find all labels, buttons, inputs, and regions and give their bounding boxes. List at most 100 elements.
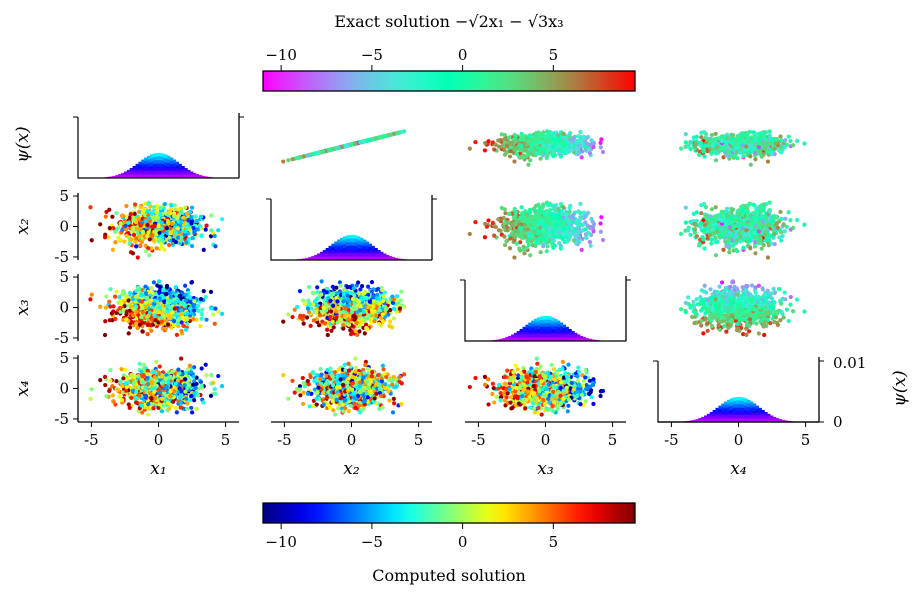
- density-bar: [377, 253, 381, 258]
- density-bar: [319, 251, 324, 255]
- exact-point: [587, 150, 593, 156]
- computed-point: [154, 246, 159, 251]
- density-bar: [365, 248, 370, 254]
- top-colorbar-tick-label: −10: [265, 46, 297, 64]
- density-bar: [132, 174, 136, 179]
- computed-point: [164, 226, 169, 231]
- density-bar: [380, 254, 384, 258]
- density-bar: [342, 240, 347, 245]
- exact-point: [698, 140, 703, 145]
- density-bar: [363, 242, 367, 247]
- exact-point: [568, 231, 574, 237]
- exact-point: [537, 140, 542, 145]
- exact-point: [561, 131, 566, 137]
- computed-point: [162, 202, 167, 207]
- density-bar: [164, 154, 168, 159]
- density-bar: [175, 171, 180, 176]
- density-bar: [178, 167, 182, 172]
- density-bar: [124, 171, 128, 176]
- density-bar: [138, 174, 142, 179]
- density-bar: [357, 248, 361, 253]
- exact-point: [579, 155, 584, 160]
- density-bar: [331, 250, 335, 254]
- density-bar: [198, 175, 203, 179]
- density-bar: [170, 171, 174, 175]
- computed-point: [181, 215, 186, 220]
- density-bar: [164, 170, 168, 175]
- computed-point: [107, 225, 112, 231]
- exact-point: [336, 145, 341, 150]
- density-bar: [144, 171, 148, 175]
- computed-point: [110, 247, 115, 252]
- density-bar: [187, 175, 191, 179]
- exact-point: [473, 220, 478, 225]
- density-bar: [164, 174, 168, 179]
- density-bar: [190, 171, 194, 176]
- computed-point: [213, 244, 218, 249]
- exact-point: [767, 129, 772, 134]
- density-bar: [348, 234, 352, 239]
- computed-point: [130, 251, 136, 256]
- exact-point: [490, 220, 495, 225]
- exact-point: [506, 211, 512, 217]
- exact-point: [378, 135, 383, 140]
- exact-point: [567, 205, 572, 211]
- y-tick-label: 5: [59, 187, 69, 205]
- computed-point: [147, 237, 152, 242]
- computed-point: [154, 210, 159, 215]
- density-bar: [363, 246, 367, 251]
- computed-point: [152, 223, 157, 228]
- computed-point: [162, 247, 167, 252]
- density-bar: [149, 158, 154, 163]
- density-bar: [149, 162, 154, 167]
- computed-point: [146, 230, 151, 235]
- exact-point: [576, 226, 581, 231]
- computed-point: [173, 230, 178, 235]
- density-bar: [149, 174, 154, 179]
- density-bar: [172, 159, 177, 164]
- diag-axes: [77, 117, 239, 179]
- density-bar: [152, 156, 157, 161]
- exact-point: [320, 149, 326, 154]
- computed-point: [116, 235, 121, 240]
- density-bar: [161, 163, 165, 168]
- density-bar: [184, 171, 188, 176]
- exact-point: [551, 145, 556, 150]
- computed-point: [184, 240, 189, 245]
- density-bar: [138, 171, 142, 176]
- computed-point: [178, 210, 183, 215]
- density-bar: [147, 155, 151, 160]
- density-bar: [354, 238, 358, 243]
- density-bar: [126, 175, 131, 179]
- exact-point: [367, 137, 372, 143]
- exact-point: [536, 135, 541, 140]
- exact-point: [772, 146, 777, 151]
- density-bar: [357, 252, 361, 257]
- density-bar: [193, 172, 197, 176]
- exact-point: [305, 153, 311, 158]
- density-bar: [354, 252, 358, 257]
- computed-point: [175, 235, 181, 240]
- computed-point: [139, 240, 144, 245]
- density-bar: [161, 170, 165, 175]
- density-bar: [138, 164, 142, 169]
- exact-point: [678, 146, 684, 151]
- exact-point: [353, 141, 358, 146]
- computed-point: [199, 226, 204, 231]
- density-bar: [340, 245, 344, 250]
- exact-point: [542, 149, 547, 154]
- density-bar: [319, 254, 324, 258]
- exact-point: [588, 243, 593, 248]
- density-bar: [184, 167, 188, 172]
- density-bar: [354, 235, 358, 240]
- density-bar: [317, 253, 321, 258]
- exact-point: [598, 229, 603, 234]
- exact-point: [345, 143, 350, 148]
- density-bar: [138, 161, 142, 166]
- computed-point: [199, 233, 204, 239]
- density-bar: [328, 252, 332, 257]
- density-bar: [135, 167, 139, 172]
- exact-point: [391, 131, 396, 137]
